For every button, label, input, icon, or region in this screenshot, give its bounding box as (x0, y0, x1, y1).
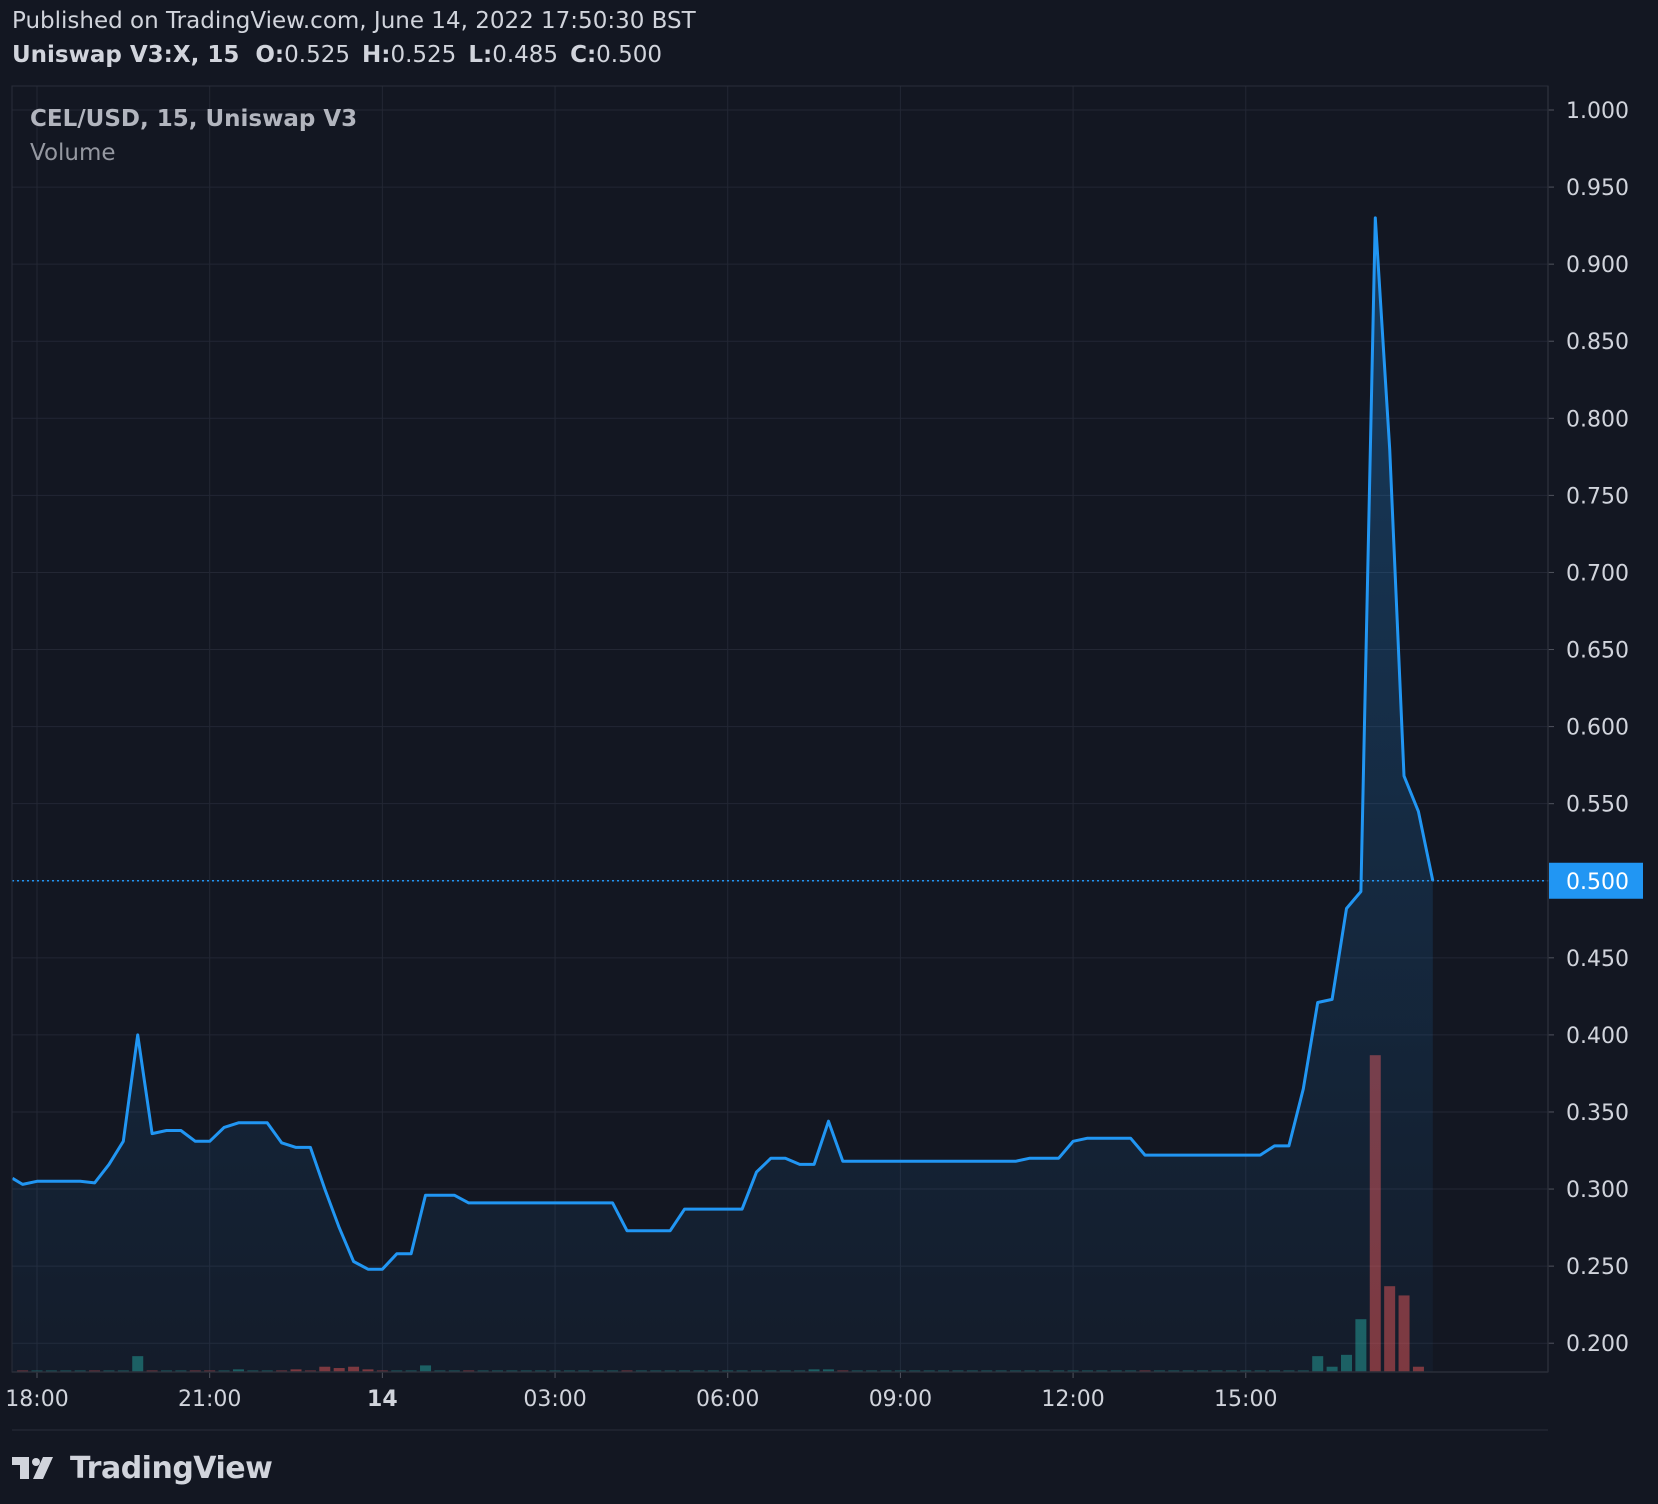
y-tick-label: 0.700 (1566, 561, 1629, 586)
y-tick-label: 0.550 (1566, 793, 1629, 818)
x-tick-label: 03:00 (523, 1387, 586, 1412)
x-tick-label: 15:00 (1214, 1387, 1277, 1412)
y-tick-label: 0.250 (1566, 1255, 1629, 1280)
price-area (11, 216, 1548, 1372)
y-tick-label: 0.200 (1566, 1332, 1629, 1357)
y-tick-label: 0.800 (1566, 407, 1629, 432)
last-price-label: 0.500 (1566, 870, 1629, 895)
tradingview-wordmark: TradingView (70, 1450, 273, 1486)
x-tick-label: 21:00 (178, 1387, 241, 1412)
x-tick-label: 06:00 (696, 1387, 759, 1412)
ohlc-close-label: C: (570, 42, 597, 68)
x-tick-label: 12:00 (1041, 1387, 1104, 1412)
tick-labels: 1.000 0.950 0.900 0.850 0.800 0.750 0.700 0.650… (5, 99, 1643, 1412)
y-tick-label: 0.900 (1566, 253, 1629, 278)
ohlc-open-value: 0.525 (284, 42, 350, 68)
y-tick-label: 0.750 (1566, 484, 1629, 509)
y-tick-label: 1.000 (1566, 99, 1629, 124)
published-info: Published on TradingView.com, June 14, 2… (12, 8, 696, 34)
price-area-fill (12, 217, 1433, 1372)
ohlc-high-label: H: (362, 42, 391, 68)
y-tick-label: 0.450 (1566, 947, 1629, 972)
x-tick-label: 09:00 (869, 1387, 932, 1412)
y-tick-label: 0.600 (1566, 716, 1629, 741)
x-tick-label: 18:00 (5, 1387, 68, 1412)
y-tick-label: 0.650 (1566, 639, 1629, 664)
axes (11, 85, 1554, 1431)
price-line (11, 216, 1435, 1271)
ohlc-high-value: 0.525 (390, 42, 457, 68)
ohlc-low-value: 0.485 (492, 42, 559, 68)
y-tick-label: 0.850 (1566, 330, 1629, 355)
ohlc-bar: Uniswap V3:X, 15 O:0.525 H:0.525 L:0.485… (12, 42, 662, 68)
last-price-badge (1549, 862, 1643, 899)
y-tick-label: 0.350 (1566, 1101, 1629, 1126)
y-tick-label: 0.950 (1566, 176, 1629, 201)
ohlc-close-value: 0.500 (596, 42, 662, 68)
ohlc-open-label: O: (255, 42, 285, 68)
legend-symbol[interactable]: CEL/USD, 15, Uniswap V3 (30, 106, 358, 132)
x-tick-label: 14 (367, 1387, 398, 1412)
legend-volume[interactable]: Volume (30, 140, 116, 166)
y-tick-label: 0.400 (1566, 1024, 1629, 1049)
ohlc-low-label: L: (468, 42, 493, 68)
price-chart[interactable]: 1.000 0.950 0.900 0.850 0.800 0.750 0.700 0.650… (0, 0, 1658, 1440)
tradingview-logo[interactable]: TradingView (12, 1446, 273, 1490)
tradingview-logo-icon (12, 1457, 53, 1479)
symbol-interval: Uniswap V3:X, 15 (12, 42, 240, 68)
y-tick-label: 0.300 (1566, 1178, 1629, 1203)
